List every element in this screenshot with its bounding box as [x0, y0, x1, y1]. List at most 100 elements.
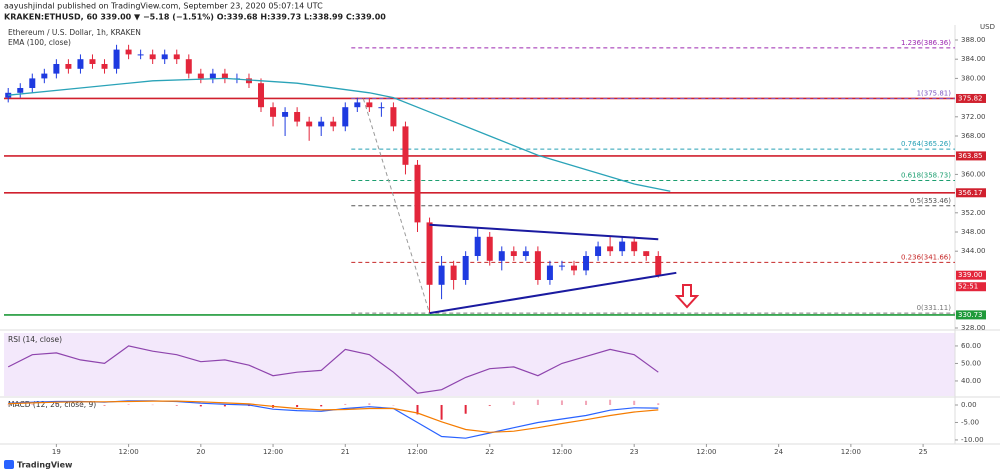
price-tag-label: 356.17 — [958, 189, 983, 197]
candle-body — [486, 236, 493, 261]
price-tag-label: 339.00 — [958, 271, 983, 279]
y-tick-label: -10.00 — [961, 436, 984, 444]
candle-body — [125, 49, 132, 55]
histogram-bar — [127, 404, 130, 405]
brand: TradingView — [17, 461, 73, 470]
quote: KRAKEN:ETHUSD, 60 339.00 ▼ −5.18 (−1.51%… — [4, 13, 386, 22]
candle-body — [570, 265, 577, 271]
histogram-bar — [79, 404, 82, 406]
price-tag — [956, 270, 986, 280]
publisher: aayushjindal published on TradingView.co… — [4, 2, 323, 11]
fib-label: 0.618(358.73) — [901, 171, 951, 179]
histogram-bar — [536, 399, 539, 405]
y-tick-label: 50.00 — [961, 359, 981, 367]
candle-body — [558, 265, 565, 267]
guide-line — [362, 98, 431, 314]
candle-body — [29, 78, 36, 88]
candle-body — [510, 251, 517, 256]
y-tick-label: 348.00 — [961, 228, 986, 236]
candle-body — [534, 251, 541, 280]
candle-body — [41, 73, 48, 79]
candle-body — [294, 112, 301, 122]
candle-body — [450, 265, 457, 280]
candle-body — [209, 73, 216, 79]
panel-title: MACD (12, 26, close, 9) — [8, 400, 96, 409]
y-tick-label: 352.00 — [961, 209, 986, 217]
histogram-bar — [31, 404, 34, 405]
candle-body — [306, 121, 313, 127]
y-tick-label: 360.00 — [961, 170, 986, 178]
fib-label: 0.5(353.46) — [910, 197, 951, 205]
panel-title: RSI (14, close) — [8, 335, 62, 344]
x-tick-label: 12:00 — [696, 448, 716, 456]
candle-body — [390, 107, 397, 127]
histogram-bar — [296, 404, 299, 408]
candle-body — [474, 236, 481, 256]
y-tick-label: 384.00 — [961, 55, 986, 63]
y-tick-label: 380.00 — [961, 74, 986, 82]
price-tag-label: 363.85 — [958, 152, 983, 160]
candle-body — [438, 265, 445, 285]
histogram-bar — [416, 404, 419, 415]
down-arrow — [674, 284, 700, 309]
candle-body — [607, 246, 614, 252]
histogram-bar — [392, 404, 395, 406]
trendline — [429, 223, 659, 241]
histogram-bar — [440, 404, 443, 420]
histogram-bar — [464, 404, 467, 414]
histogram-bar — [223, 404, 226, 407]
price-tag — [956, 282, 986, 292]
histogram-bar — [103, 404, 106, 406]
fib-label: 0.236(341.66) — [901, 253, 951, 261]
series-line — [8, 400, 659, 433]
candle-body — [221, 73, 228, 79]
candle-body — [378, 107, 385, 109]
price-tag-label: 52:51 — [958, 283, 978, 291]
candle-body — [583, 256, 590, 271]
candle-body — [342, 107, 349, 127]
y-tick-label: 60.00 — [961, 342, 981, 350]
histogram-bar — [560, 400, 563, 405]
histogram-bar — [585, 400, 588, 405]
histogram-bar — [199, 404, 202, 407]
histogram-bar — [368, 403, 371, 405]
y-tick-label: 388.00 — [961, 36, 986, 44]
ema-line — [8, 77, 671, 192]
fib-label: 1.236(386.36) — [901, 39, 951, 47]
candle-body — [414, 164, 421, 223]
candle-body — [522, 251, 529, 256]
series-line — [7, 345, 659, 394]
fib-label: 0.764(365.26) — [901, 140, 951, 148]
price-tag — [956, 151, 986, 161]
candle-body — [318, 121, 325, 127]
x-tick-label: 12:00 — [118, 448, 138, 456]
y-tick-label: 0.00 — [961, 401, 977, 409]
price-tag — [956, 93, 986, 103]
candle-body — [77, 59, 84, 69]
histogram-bar — [344, 403, 347, 405]
candle-body — [619, 241, 626, 252]
histogram-bar — [512, 401, 515, 405]
candle-body — [53, 64, 60, 74]
x-tick-label: 20 — [196, 448, 205, 456]
histogram-bar — [609, 399, 612, 405]
histogram-bar — [488, 404, 491, 406]
candle-body — [173, 54, 180, 60]
brand-icon — [4, 460, 14, 469]
histogram-bar — [633, 400, 636, 405]
candle-body — [270, 107, 277, 117]
trendline — [429, 271, 677, 315]
histogram-bar — [657, 403, 660, 405]
x-tick-label: 24 — [774, 448, 783, 456]
candle-body — [101, 64, 108, 69]
y-tick-label: 40.00 — [961, 377, 981, 385]
candle-body — [161, 54, 168, 60]
candle-body — [245, 78, 252, 84]
x-tick-label: 22 — [485, 448, 494, 456]
y-tick-label: 368.00 — [961, 132, 986, 140]
y-tick-label: -5.00 — [961, 418, 979, 426]
x-tick-label: 23 — [630, 448, 639, 456]
rsi-band — [4, 333, 955, 396]
